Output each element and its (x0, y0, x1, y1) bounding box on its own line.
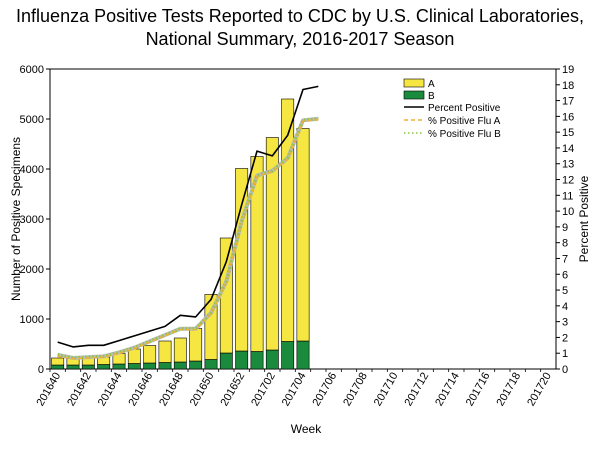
y2-tick-label: 11 (562, 190, 573, 202)
bar-a (219, 237, 233, 354)
line-flu-b (57, 117, 319, 360)
chart-title-line-1: Influenza Positive Tests Reported to CDC… (16, 6, 584, 26)
bar-a (296, 128, 310, 342)
bar-b (97, 364, 111, 370)
y-tick-label: 4000 (20, 164, 44, 176)
line-flu-b-halo (57, 116, 319, 360)
y2-tick-label: 18 (562, 80, 574, 92)
bar-a (158, 340, 172, 363)
x-tick-label: 201642 (65, 371, 94, 409)
y2-tick-label: 10 (562, 206, 574, 218)
line-percent-positive (57, 85, 319, 348)
bar-a (143, 345, 157, 364)
bar-a (173, 337, 187, 363)
x-tick-label: 201716 (464, 371, 493, 409)
chart-title-line-2: National Summary, 2016-2017 Season (146, 29, 455, 49)
y2-tick-label: 12 (562, 175, 574, 187)
legend: A B Percent Positive % Positive Flu A % … (403, 78, 501, 140)
bar-b (51, 364, 65, 370)
bar-b (204, 359, 218, 370)
legend-label-flu-a: % Positive Flu A (428, 116, 501, 127)
legend-label-percent-positive: Percent Positive (428, 103, 501, 114)
bar-b (143, 362, 157, 370)
x-tick-label: 201644 (96, 371, 125, 409)
y-tick-label: 6000 (20, 64, 44, 76)
y-tick-label: 5000 (20, 114, 44, 126)
bar-b (250, 351, 264, 370)
y2-tick-label: 17 (562, 96, 574, 108)
y-tick-label: 3000 (20, 214, 44, 226)
y2-tick-label: 13 (562, 159, 574, 171)
bar-a (235, 168, 249, 352)
y-tick-label: 1000 (20, 314, 44, 326)
y2-tick-label: 3 (562, 317, 568, 329)
bar-a (127, 348, 141, 364)
legend-label-b: B (428, 91, 435, 102)
y-tick-label: 2000 (20, 264, 44, 276)
y-axis-label: Number of Positive Specimens (9, 137, 23, 301)
y2-tick-label: 6 (562, 269, 568, 281)
bar-b (112, 363, 126, 370)
y2-tick-label: 19 (562, 64, 574, 76)
bar-b (219, 352, 233, 370)
x-tick-label: 201704 (280, 371, 309, 409)
x-tick-label: 201720 (525, 371, 554, 409)
y2-axis-label: Percent Positive (577, 175, 591, 262)
bar-b (158, 362, 172, 370)
bar-b (235, 350, 249, 370)
legend-label-a: A (428, 79, 435, 90)
bar-a (189, 328, 203, 362)
legend-swatch-a (403, 78, 425, 88)
x-tick-label: 201710 (372, 371, 401, 409)
x-tick-label: 201702 (249, 371, 278, 409)
bar-b (127, 363, 141, 370)
y2-tick-label: 2 (562, 332, 568, 344)
bar-b (189, 360, 203, 370)
y2-tick-label: 7 (562, 253, 568, 265)
bar-a (250, 156, 264, 352)
bar-b (66, 364, 80, 370)
bar-a (265, 137, 279, 351)
y2-tick-label: 15 (562, 127, 574, 139)
x-tick-label: 201714 (433, 371, 462, 409)
x-tick-label: 201652 (219, 371, 248, 409)
x-tick-label: 201708 (341, 371, 370, 409)
x-tick-label: 201640 (35, 371, 64, 409)
bar-b (173, 361, 187, 370)
bar-a (51, 357, 65, 366)
y2-tick-label: 1 (562, 348, 568, 360)
x-tick-label: 201646 (127, 371, 156, 409)
x-tick-label: 201648 (157, 371, 186, 409)
y2-tick-label: 0 (562, 364, 568, 376)
line-flu-a (57, 118, 319, 360)
bar-b (265, 349, 279, 370)
x-tick-label: 201706 (311, 371, 340, 409)
legend-label-flu-b: % Positive Flu B (428, 129, 501, 140)
y2-tick-label: 8 (562, 238, 568, 250)
y2-tick-label: 14 (562, 143, 574, 155)
y2-tick-label: 4 (562, 301, 568, 313)
bar-b (281, 341, 295, 370)
y2-tick-label: 5 (562, 285, 568, 297)
x-tick-label: 201650 (188, 371, 217, 409)
y-tick-label: 0 (38, 364, 44, 376)
y2-tick-label: 16 (562, 111, 574, 123)
x-tick-label: 201718 (495, 371, 524, 409)
y2-tick-label: 9 (562, 222, 568, 234)
legend-swatch-b (403, 90, 425, 100)
x-axis-label: Week (291, 422, 322, 436)
bar-b (81, 364, 95, 370)
x-tick-label: 201712 (403, 371, 432, 409)
bar-b (296, 340, 310, 370)
